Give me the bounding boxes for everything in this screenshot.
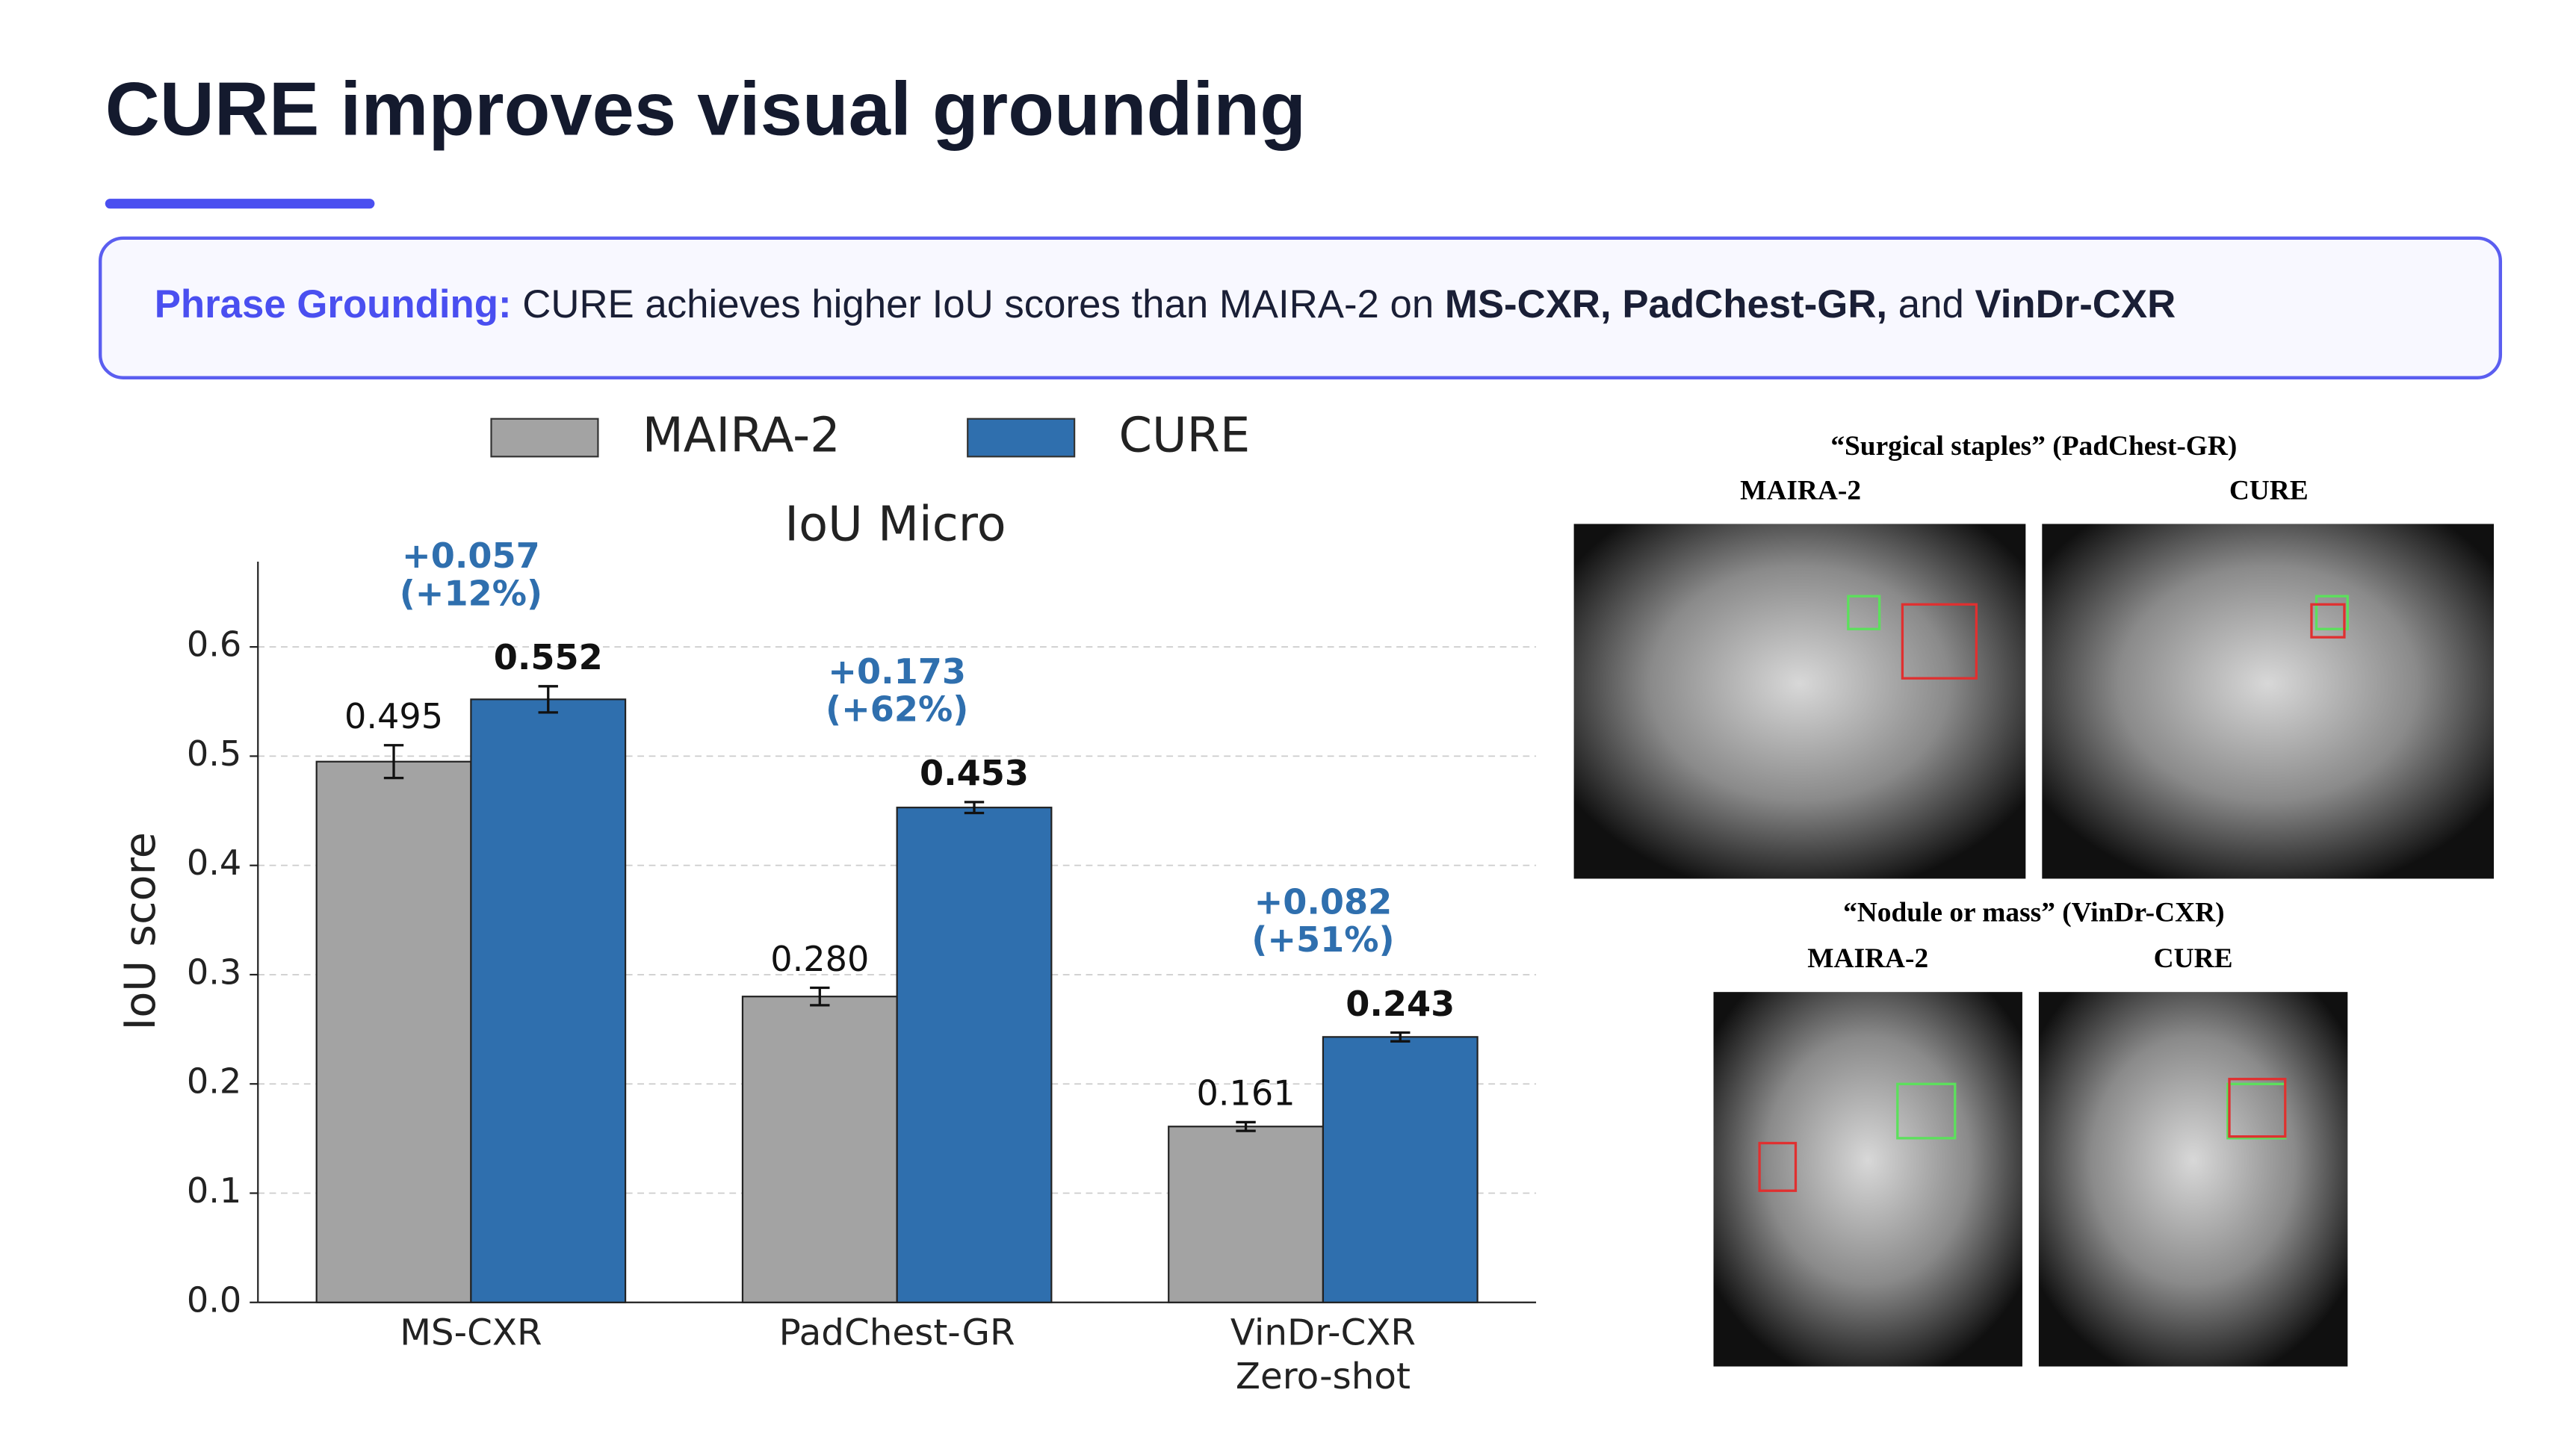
gt-box bbox=[1847, 595, 1881, 630]
y-axis-label: IoU score bbox=[116, 832, 165, 1030]
error-bar bbox=[538, 685, 558, 714]
example-label: MAIRA-2 bbox=[1807, 943, 1928, 974]
pred-box bbox=[1758, 1141, 1798, 1192]
value-label: 0.161 bbox=[1196, 1073, 1295, 1114]
y-tick-label: 0.3 bbox=[187, 952, 241, 992]
x-tick-label: PadChest-GR bbox=[779, 1312, 1015, 1354]
slide-title: CURE improves visual grounding bbox=[105, 67, 1306, 152]
callout-text: Phrase Grounding: CURE achieves higher I… bbox=[155, 282, 2176, 326]
example-label: MAIRA-2 bbox=[1740, 475, 1861, 506]
example-images: “Surgical staples” (PadChest-GR) MAIRA-2… bbox=[1573, 431, 2495, 1367]
y-tick-label: 0.1 bbox=[187, 1170, 241, 1211]
gt-box bbox=[2315, 595, 2349, 630]
value-label: 0.552 bbox=[494, 637, 603, 677]
delta-annotation: (+51%) bbox=[1251, 919, 1394, 960]
callout-segment: VinDr-CXR bbox=[1975, 282, 2176, 326]
delta-annotation: (+62%) bbox=[826, 689, 968, 729]
bar bbox=[1322, 1036, 1479, 1303]
value-label: 0.243 bbox=[1346, 984, 1455, 1024]
example-caption: “Nodule or mass” (VinDr-CXR) bbox=[1843, 897, 2224, 928]
xray-image bbox=[1713, 992, 2022, 1367]
xray-image bbox=[1573, 524, 2026, 879]
error-bar bbox=[1390, 1031, 1411, 1043]
callout-box bbox=[98, 236, 2503, 379]
value-label: 0.495 bbox=[344, 696, 443, 736]
xray-image bbox=[2038, 992, 2348, 1367]
title-underline bbox=[105, 199, 375, 209]
legend-swatch bbox=[490, 418, 599, 458]
bar bbox=[470, 698, 627, 1303]
value-label: 0.453 bbox=[920, 753, 1029, 793]
legend-label: MAIRA-2 bbox=[643, 409, 840, 464]
delta-annotation: +0.082 bbox=[1254, 881, 1393, 922]
bar bbox=[1168, 1126, 1325, 1303]
example-label: CURE bbox=[2229, 475, 2309, 506]
y-tick-label: 0.5 bbox=[187, 733, 241, 774]
callout-segment: Phrase Grounding: bbox=[155, 282, 512, 326]
chart: IoU Micro IoU score 0.0 0.1 0.2 0.3 0.4 0.5 0.… bbox=[116, 409, 1537, 1397]
example-label: CURE bbox=[2154, 943, 2233, 974]
y-tick-label: 0.6 bbox=[187, 624, 241, 665]
error-bar bbox=[1236, 1120, 1256, 1132]
bar bbox=[896, 807, 1053, 1303]
y-tick-label: 0.2 bbox=[187, 1061, 241, 1102]
bar bbox=[315, 760, 472, 1303]
pred-box bbox=[1901, 603, 1978, 680]
value-label: 0.280 bbox=[770, 939, 869, 979]
x-tick-label: MS-CXR bbox=[400, 1312, 542, 1354]
pred-box bbox=[2310, 603, 2346, 639]
gt-box bbox=[1896, 1082, 1957, 1140]
x-tick-label: VinDr-CXR Zero-shot bbox=[1230, 1312, 1416, 1397]
error-bar bbox=[810, 986, 830, 1007]
example-caption: “Surgical staples” (PadChest-GR) bbox=[1830, 431, 2237, 462]
delta-annotation: +0.173 bbox=[828, 651, 966, 692]
delta-annotation: +0.057 bbox=[402, 536, 540, 576]
xray-image bbox=[2042, 524, 2495, 879]
callout-segment: and bbox=[1887, 282, 1975, 326]
callout-segment: MS-CXR, PadChest-GR, bbox=[1445, 282, 1887, 326]
legend-label: CURE bbox=[1119, 409, 1251, 464]
y-tick-label: 0.0 bbox=[187, 1279, 241, 1320]
y-tick-label: 0.4 bbox=[187, 842, 241, 883]
bar bbox=[741, 996, 898, 1303]
legend-swatch bbox=[967, 418, 1076, 458]
callout-segment: CURE achieves higher IoU scores than MAI… bbox=[512, 282, 1445, 326]
error-bar bbox=[964, 801, 985, 815]
chart-title: IoU Micro bbox=[784, 497, 1006, 552]
delta-annotation: (+12%) bbox=[400, 573, 542, 613]
pred-box bbox=[2228, 1078, 2287, 1138]
error-bar bbox=[383, 744, 404, 780]
